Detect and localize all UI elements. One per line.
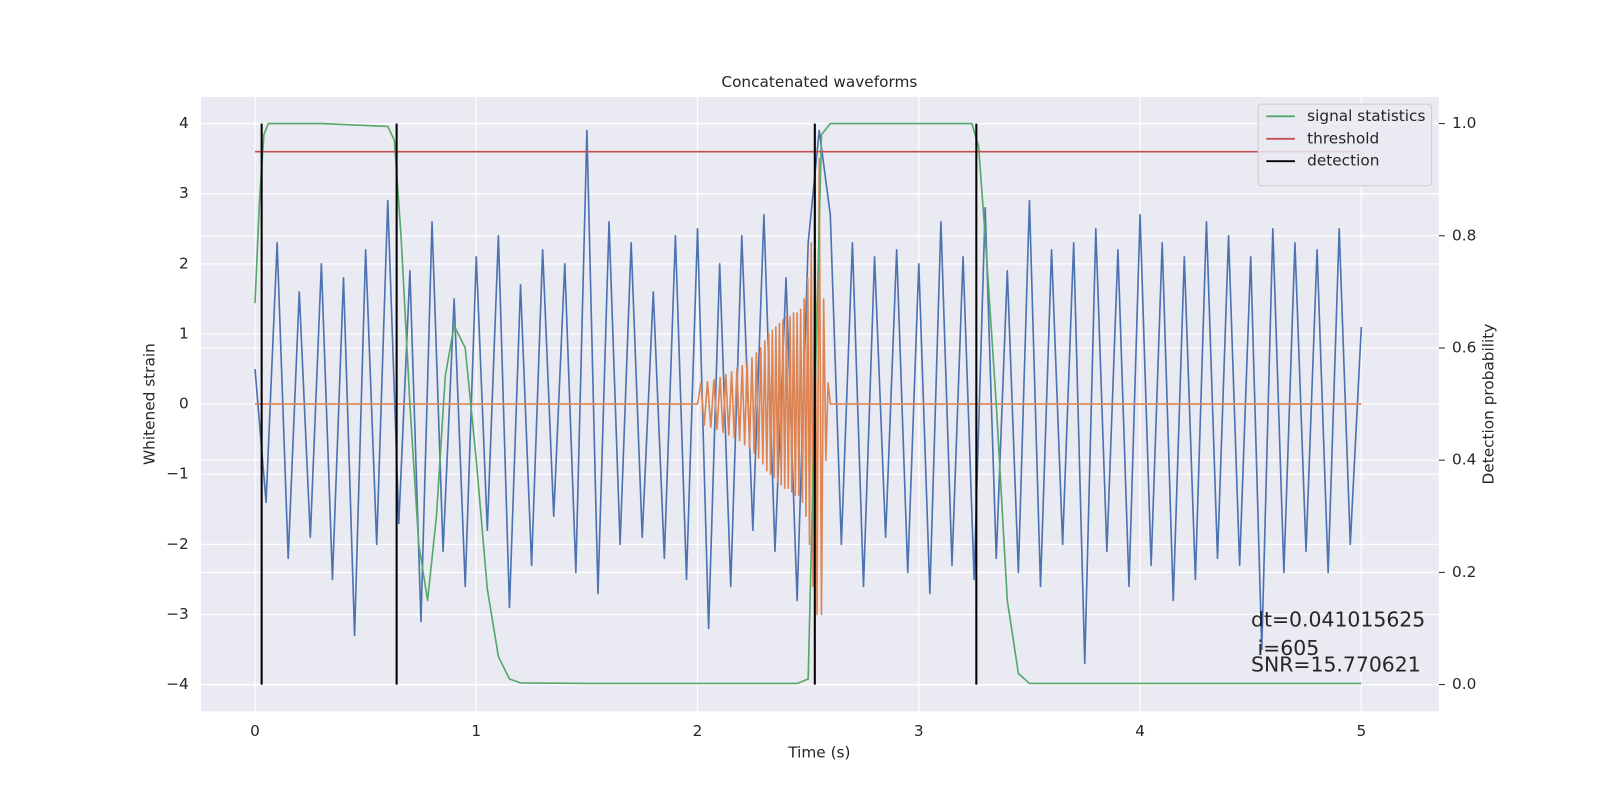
x-tick-label: 5 — [1356, 722, 1366, 740]
y-tick-label: −3 — [166, 605, 189, 623]
y-tick-label: 0 — [179, 395, 189, 413]
y-tick-label: 4 — [179, 114, 189, 132]
y-tick-label: 1 — [179, 324, 189, 342]
x-tick-label: 4 — [1135, 722, 1145, 740]
series-line — [255, 157, 1362, 616]
x-axis-label: Time (s) — [787, 744, 850, 762]
annotation: SNR=15.770621 — [1251, 652, 1421, 676]
chart-title: Concatenated waveforms — [721, 73, 917, 91]
x-tick-label: 1 — [471, 722, 481, 740]
x-tick-label: 2 — [693, 722, 703, 740]
y-tick-label: −1 — [166, 465, 189, 483]
annotation: i=605 — [1251, 636, 1319, 660]
annotation: dt=0.041015625 — [1251, 607, 1425, 631]
x-tick-label: 0 — [250, 722, 260, 740]
y2-tick-label: 0.8 — [1452, 226, 1476, 244]
legend-box — [1257, 103, 1433, 187]
y-tick-label: −2 — [166, 535, 189, 553]
y-tick-label: −4 — [166, 675, 189, 693]
y-axis-label: Whitened strain — [141, 343, 159, 465]
y2-tick-label: 0.4 — [1452, 451, 1476, 469]
y2-tick-label: 0.6 — [1452, 338, 1476, 356]
legend-label: signal statistics — [1307, 107, 1425, 125]
x-tick-label: 3 — [914, 722, 924, 740]
series-line — [254, 122, 1362, 685]
series-line — [254, 129, 1363, 665]
y-tick-label: 3 — [179, 184, 189, 202]
y2-axis-label: Detection probability — [1479, 324, 1497, 485]
legend-label: threshold — [1307, 129, 1379, 147]
legend-label: detection — [1307, 152, 1379, 170]
y2-tick-label: 0.2 — [1452, 563, 1476, 581]
y2-tick-label: 1.0 — [1452, 114, 1476, 132]
y-tick-label: 2 — [179, 254, 189, 272]
y2-tick-label: 0.0 — [1452, 675, 1476, 693]
